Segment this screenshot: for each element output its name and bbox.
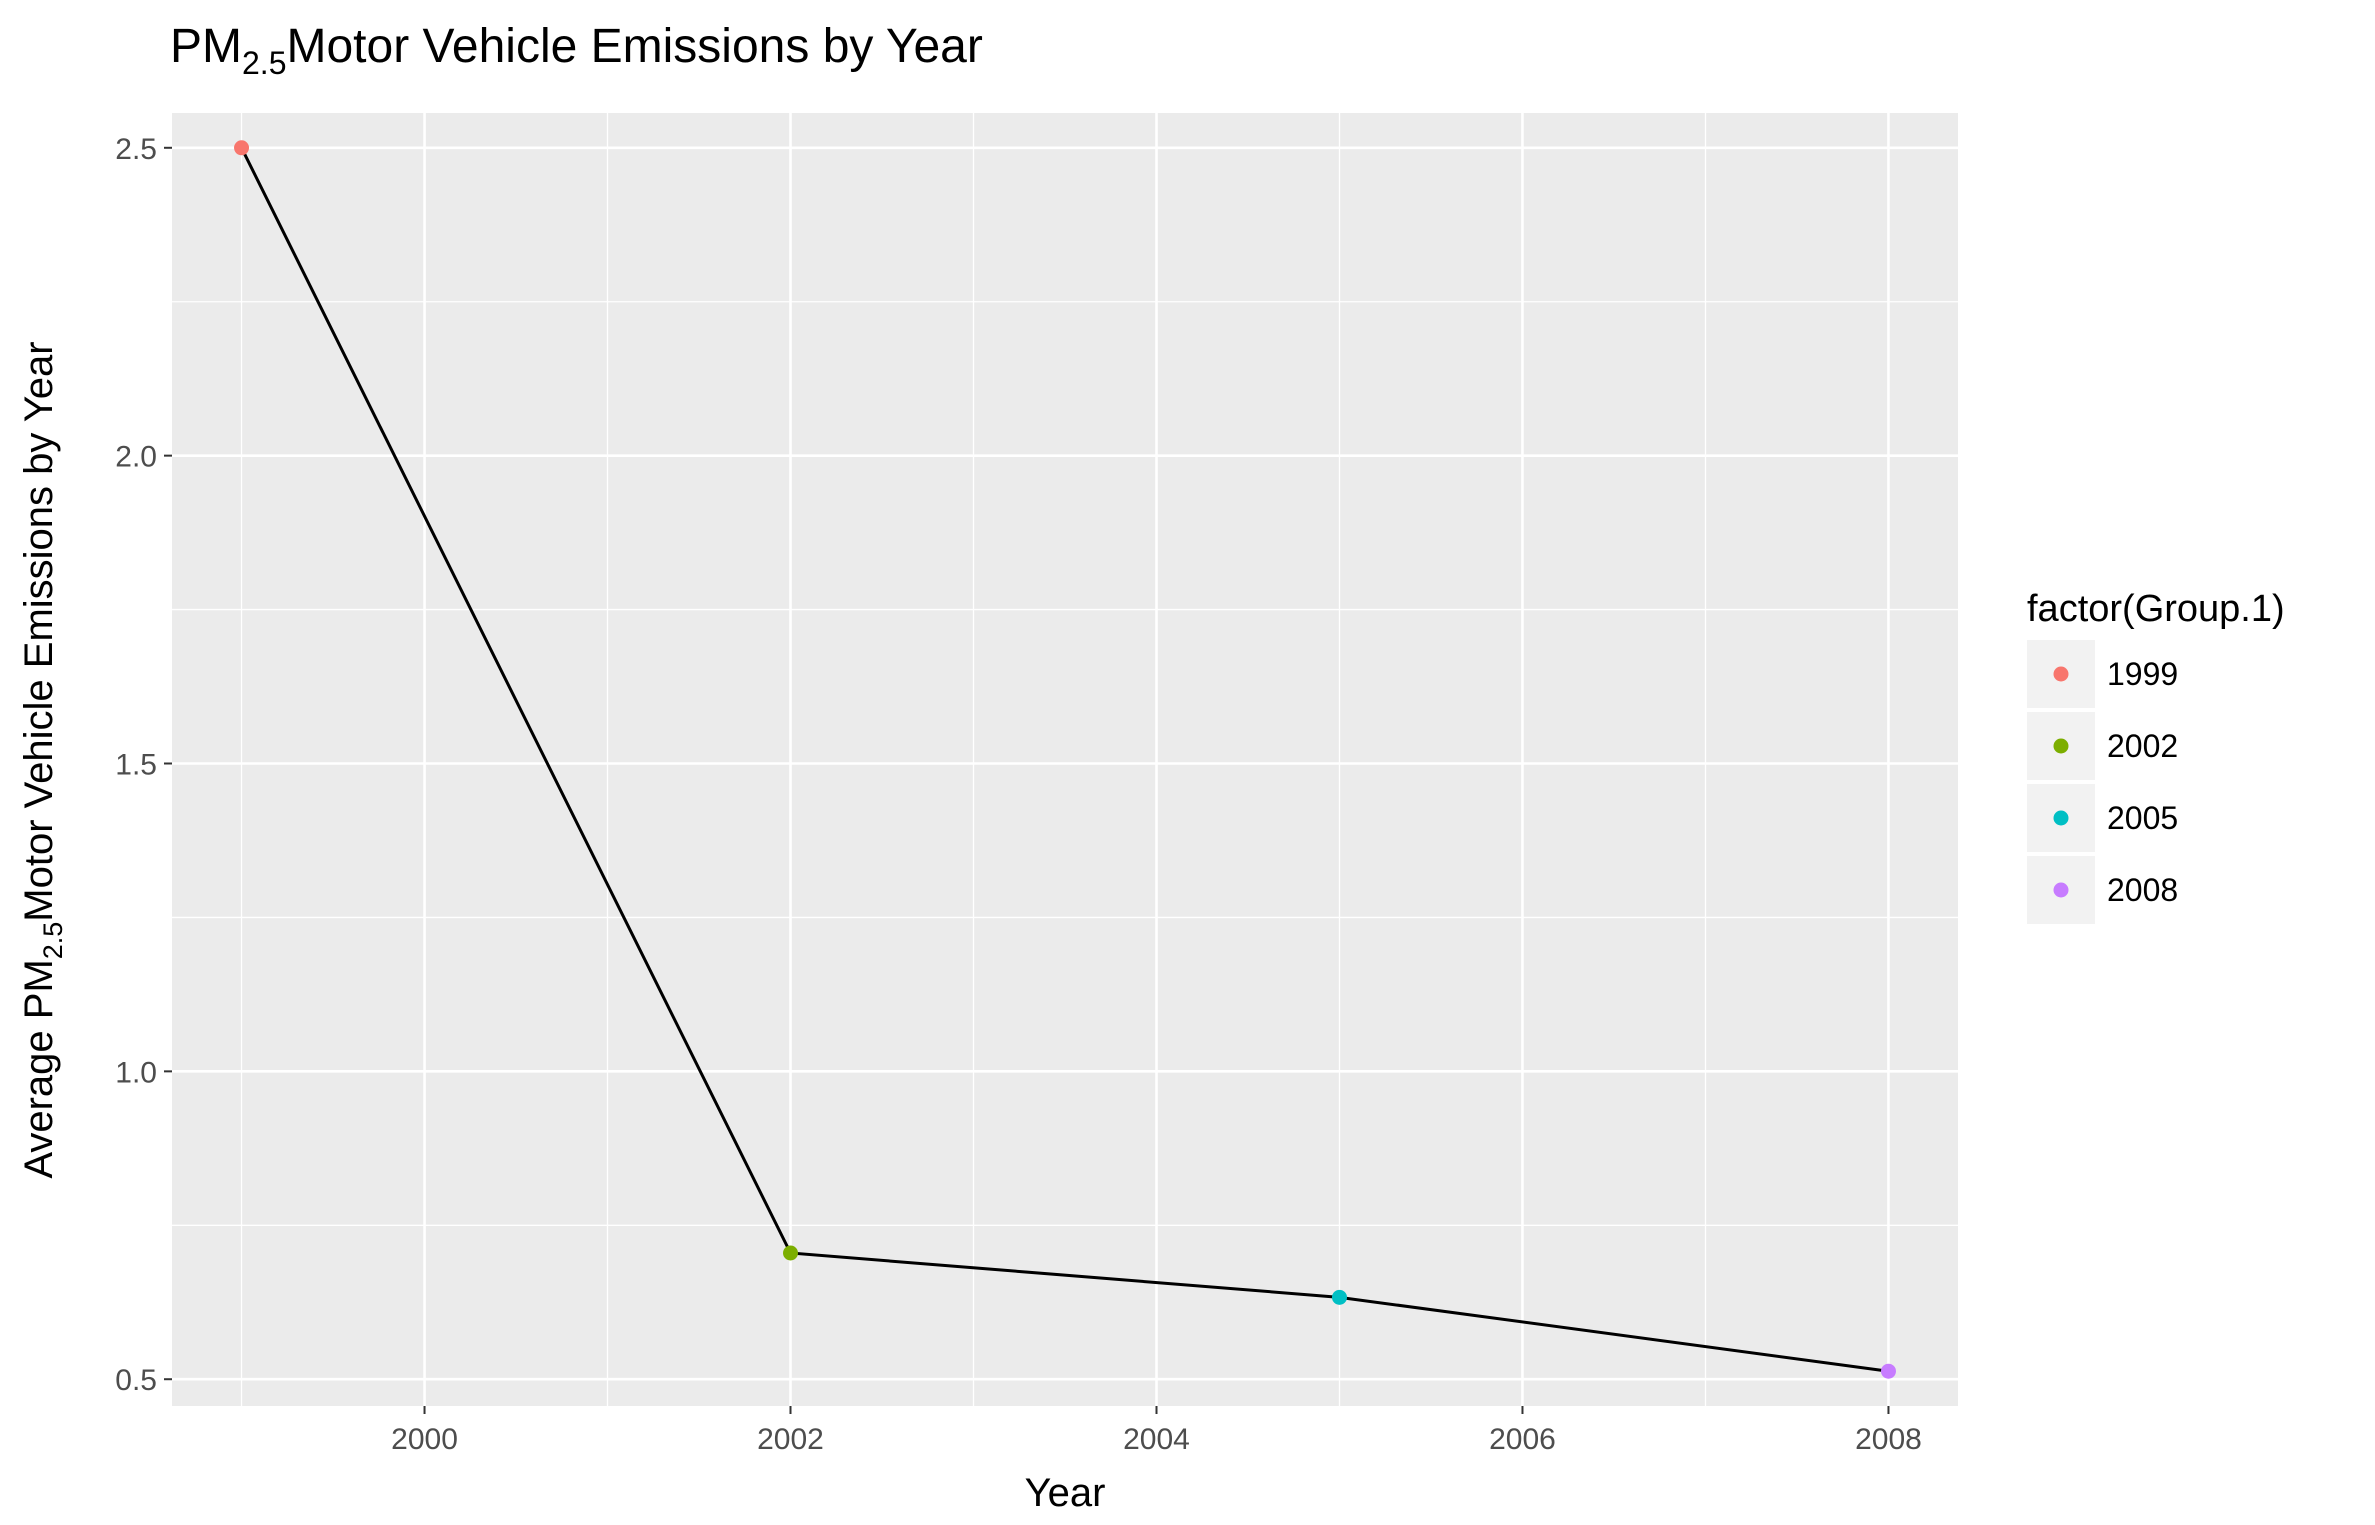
chart-title-base: PM — [170, 20, 242, 73]
plot-panel — [172, 113, 1958, 1406]
x-axis-title: Year — [1025, 1471, 1106, 1515]
y-tick-label: 0.5 — [115, 1364, 157, 1397]
data-point-2005 — [1331, 1289, 1347, 1305]
x-tick-label: 2000 — [391, 1423, 458, 1456]
legend: factor(Group.1) 1999 2002 2005 2008 — [2027, 588, 2285, 924]
x-tick-label: 2008 — [1855, 1423, 1922, 1456]
y-tick-label: 2.5 — [115, 133, 157, 166]
data-point-2002 — [783, 1245, 799, 1261]
y-tick-label: 2.0 — [115, 441, 157, 474]
legend-label-1999: 1999 — [2107, 656, 2178, 692]
y-axis: 0.5 1.0 1.5 2.0 2.5 — [115, 133, 172, 1397]
chart-title-rest: Motor Vehicle Emissions by Year — [286, 20, 982, 73]
legend-label-2002: 2002 — [2107, 728, 2178, 764]
y-tick-label: 1.5 — [115, 749, 157, 782]
major-gridlines — [172, 113, 1958, 1406]
data-layer — [234, 140, 1896, 1379]
legend-entries: 1999 2002 2005 2008 — [2027, 640, 2178, 924]
x-tick-label: 2004 — [1123, 1423, 1190, 1456]
legend-swatch-1999 — [2053, 666, 2069, 682]
legend-title: factor(Group.1) — [2027, 588, 2285, 630]
minor-gridlines — [172, 113, 1958, 1406]
y-axis-title-pre: Average PM — [17, 959, 61, 1178]
x-axis: 2000 2002 2004 2006 2008 — [391, 1406, 1922, 1456]
legend-swatch-2002 — [2053, 738, 2069, 754]
y-axis-title-subscript: 2.5 — [38, 922, 68, 960]
legend-swatch-2005 — [2053, 810, 2069, 826]
chart-title-subscript: 2.5 — [242, 45, 286, 81]
legend-label-2008: 2008 — [2107, 872, 2178, 908]
legend-label-2005: 2005 — [2107, 800, 2178, 836]
x-tick-label: 2006 — [1489, 1423, 1556, 1456]
chart-title: PM2.5Motor Vehicle Emissions by Year — [170, 20, 983, 81]
data-point-2008 — [1880, 1363, 1896, 1379]
y-axis-title: Average PM2.5Motor Vehicle Emissions by … — [17, 341, 68, 1178]
y-axis-title-rest: Motor Vehicle Emissions by Year — [17, 341, 61, 921]
data-point-1999 — [234, 140, 250, 156]
legend-swatch-2008 — [2053, 882, 2069, 898]
y-tick-label: 1.0 — [115, 1056, 157, 1089]
x-tick-label: 2002 — [757, 1423, 824, 1456]
series-line — [240, 147, 1889, 1373]
